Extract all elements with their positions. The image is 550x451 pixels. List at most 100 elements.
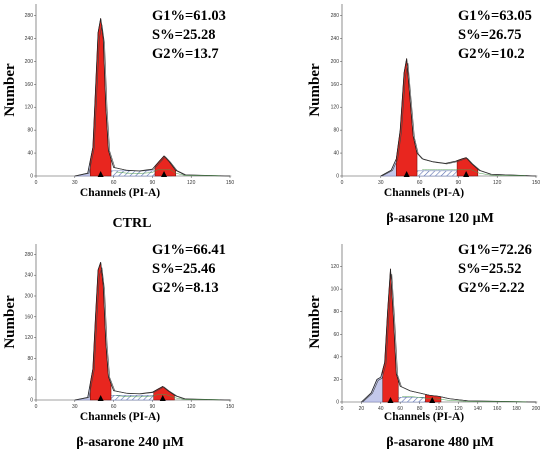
y-tick-label: 40: [27, 151, 33, 157]
x-axis-label: Channels (PI-A): [80, 411, 160, 423]
y-tick-label: 200: [25, 59, 34, 65]
x-axis-label: Channels (PI-A): [80, 187, 160, 199]
x-tick-label: 200: [532, 406, 541, 412]
panel-120um: Number Channels (PI-A) β-asarone 120 μM …: [307, 4, 540, 226]
x-tick-label: 160: [493, 406, 502, 412]
x-tick-label: 0: [35, 404, 38, 410]
stat-g1: G1%=63.05: [458, 8, 532, 24]
stat-g1: G1%=61.03: [152, 8, 226, 24]
x-tick-label: 80: [417, 406, 423, 412]
y-tick-label: 240: [25, 273, 34, 279]
x-tick-label: 150: [226, 180, 235, 186]
stat-g2: G2%=10.2: [458, 46, 525, 62]
stat-s: S%=26.75: [458, 27, 521, 43]
y-tick-label: 0: [30, 398, 33, 404]
x-tick-label: 120: [187, 180, 196, 186]
y-tick-label: 240: [25, 36, 34, 42]
y-tick-label: 120: [331, 264, 340, 270]
y-tick-label: 0: [336, 174, 339, 180]
stat-s: S%=25.46: [152, 261, 215, 277]
y-axis-label: Number: [307, 295, 323, 349]
y-tick-label: 80: [27, 356, 33, 362]
panel-caption: β-asarone 120 μM: [386, 211, 494, 226]
x-tick-label: 60: [397, 406, 403, 412]
stat-g1: G1%=66.41: [152, 242, 226, 258]
g1-marker: [97, 171, 104, 177]
g1-peak: [90, 262, 112, 401]
y-tick-label: 100: [331, 287, 340, 293]
histogram-line: [380, 58, 537, 177]
panel-caption: β-asarone 240 μM: [76, 435, 184, 450]
x-tick-label: 30: [378, 180, 384, 186]
x-tick-label: 150: [532, 180, 541, 186]
sphase-fit-line: [116, 169, 220, 177]
y-tick-label: 80: [27, 128, 33, 134]
g1-marker: [387, 397, 394, 403]
sphase-fit-line: [116, 394, 220, 401]
panel-caption: β-asarone 480 μM: [386, 435, 494, 450]
y-tick-label: 200: [331, 59, 340, 65]
x-axis-label: Channels (PI-A): [384, 411, 464, 423]
y-tick-label: 80: [333, 309, 339, 315]
g1-marker: [403, 171, 410, 177]
x-tick-label: 0: [341, 180, 344, 186]
x-tick-label: 20: [359, 406, 365, 412]
x-tick-label: 60: [111, 404, 117, 410]
x-tick-label: 60: [111, 180, 117, 186]
g2-marker: [429, 397, 436, 403]
stat-g2: G2%=8.13: [152, 280, 219, 296]
x-tick-label: 0: [341, 406, 344, 412]
y-tick-label: 20: [333, 377, 339, 383]
histogram-line: [74, 262, 231, 401]
g1-marker: [97, 395, 104, 401]
y-tick-label: 40: [27, 377, 33, 383]
y-axis-label: Number: [307, 63, 323, 117]
x-tick-label: 90: [150, 404, 156, 410]
stat-g2: G2%=13.7: [152, 46, 219, 62]
x-tick-label: 60: [417, 180, 423, 186]
y-tick-label: 60: [333, 332, 339, 338]
panel-240um: Number Channels (PI-A) β-asarone 240 μM …: [2, 242, 234, 450]
x-tick-label: 140: [474, 406, 483, 412]
sphase-fit-line: [402, 396, 527, 403]
y-tick-label: 160: [331, 82, 340, 88]
y-tick-label: 0: [336, 400, 339, 406]
g2-marker: [159, 395, 166, 401]
panel-480um: Number Channels (PI-A) β-asarone 480 μM …: [307, 242, 540, 450]
x-tick-label: 90: [150, 180, 156, 186]
stat-g2: G2%=2.22: [458, 280, 525, 296]
stat-s: S%=25.52: [458, 261, 521, 277]
x-tick-label: 120: [454, 406, 463, 412]
x-tick-label: 120: [493, 180, 502, 186]
x-tick-label: 30: [72, 180, 78, 186]
g1-peak: [396, 58, 418, 177]
panel-caption: CTRL: [113, 216, 152, 231]
x-tick-label: 0: [35, 180, 38, 186]
y-tick-label: 120: [331, 105, 340, 111]
x-tick-label: 30: [72, 404, 78, 410]
fit-line: [76, 24, 232, 177]
x-tick-label: 120: [187, 404, 196, 410]
y-tick-label: 160: [25, 82, 34, 88]
histogram-line: [74, 18, 231, 177]
x-tick-label: 180: [512, 406, 521, 412]
y-tick-label: 280: [25, 252, 34, 258]
y-tick-label: 120: [25, 105, 34, 111]
y-tick-label: 0: [30, 174, 33, 180]
y-tick-label: 160: [25, 314, 34, 320]
y-tick-label: 240: [331, 36, 340, 42]
x-tick-label: 150: [226, 404, 235, 410]
y-axis-label: Number: [2, 63, 18, 117]
panel-ctrl: Number Channels (PI-A) CTRL G1%=61.03 S%…: [2, 4, 234, 231]
y-tick-label: 120: [25, 335, 34, 341]
g2-marker: [463, 171, 470, 177]
y-tick-label: 280: [25, 13, 34, 19]
x-tick-label: 100: [435, 406, 444, 412]
y-tick-label: 280: [331, 13, 340, 19]
stat-g1: G1%=72.26: [458, 242, 532, 258]
fit-line: [381, 63, 538, 177]
sphase-fit-line: [422, 169, 526, 177]
y-axis-label: Number: [2, 295, 18, 349]
fit-line: [362, 274, 538, 403]
